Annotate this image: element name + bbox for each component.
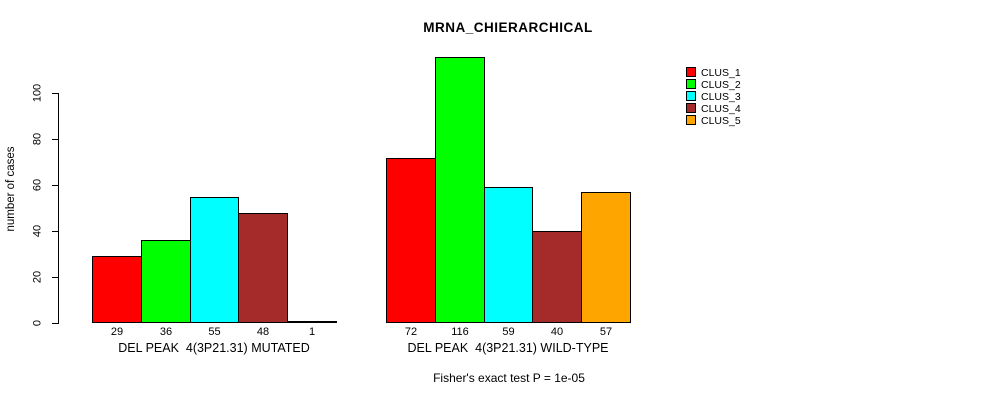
y-tick-mark — [52, 139, 58, 140]
legend-swatch-clus_2 — [686, 79, 696, 89]
bar-clus_3-group2 — [484, 187, 533, 323]
bar-clus_4-group1 — [238, 213, 288, 323]
legend-label: CLUS_1 — [701, 67, 741, 79]
y-tick-mark — [52, 231, 58, 232]
bar-clus_1-group2 — [386, 158, 436, 323]
legend-swatch-clus_4 — [686, 103, 696, 113]
legend-swatch-clus_5 — [686, 115, 696, 125]
legend-label: CLUS_3 — [701, 91, 741, 103]
bar-value-label: 72 — [404, 326, 418, 338]
fisher-test-annotation: Fisher's exact test P = 1e-05 — [433, 371, 585, 385]
bar-clus_1-group1 — [92, 256, 142, 323]
bar-value-label: 29 — [110, 326, 124, 338]
bar-clus_5-group1 — [287, 321, 337, 323]
legend-label: CLUS_2 — [701, 79, 741, 91]
bar-clus_2-group1 — [141, 240, 191, 323]
y-tick-mark — [52, 93, 58, 94]
y-tick-mark — [52, 277, 58, 278]
bar-value-label: 1 — [308, 326, 316, 338]
legend-swatch-clus_3 — [686, 91, 696, 101]
bar-clus_4-group2 — [532, 231, 582, 323]
chart-title: MRNA_CHIERARCHICAL — [423, 20, 593, 35]
group-label-mutated: DEL PEAK 4(3P21.31) MUTATED — [118, 341, 310, 355]
y-tick-label: 20 — [31, 270, 44, 284]
y-tick-label: 80 — [31, 132, 44, 146]
legend-label: CLUS_4 — [701, 103, 741, 115]
bar-value-label: 59 — [502, 326, 515, 338]
y-tick-label: 60 — [31, 178, 44, 192]
y-axis-line — [58, 93, 59, 324]
y-tick-mark — [52, 323, 58, 324]
y-tick-mark — [52, 185, 58, 186]
y-tick-label: 0 — [31, 319, 44, 327]
bar-clus_2-group2 — [435, 57, 485, 323]
bar-clus_3-group1 — [190, 197, 239, 323]
legend-swatch-clus_1 — [686, 67, 696, 77]
y-tick-label: 40 — [31, 224, 44, 238]
y-axis-label: number of cases — [5, 146, 17, 232]
group-label-wild-type: DEL PEAK 4(3P21.31) WILD-TYPE — [407, 341, 609, 355]
bar-value-label: 55 — [208, 326, 221, 338]
y-tick-label: 100 — [31, 83, 44, 103]
bar-value-label: 116 — [451, 326, 469, 338]
bar-clus_5-group2 — [581, 192, 631, 323]
bar-value-label: 36 — [159, 326, 173, 338]
bar-value-label: 40 — [550, 326, 564, 338]
bar-value-label: 57 — [599, 326, 613, 338]
bar-value-label: 48 — [256, 326, 270, 338]
legend-label: CLUS_5 — [701, 115, 741, 127]
